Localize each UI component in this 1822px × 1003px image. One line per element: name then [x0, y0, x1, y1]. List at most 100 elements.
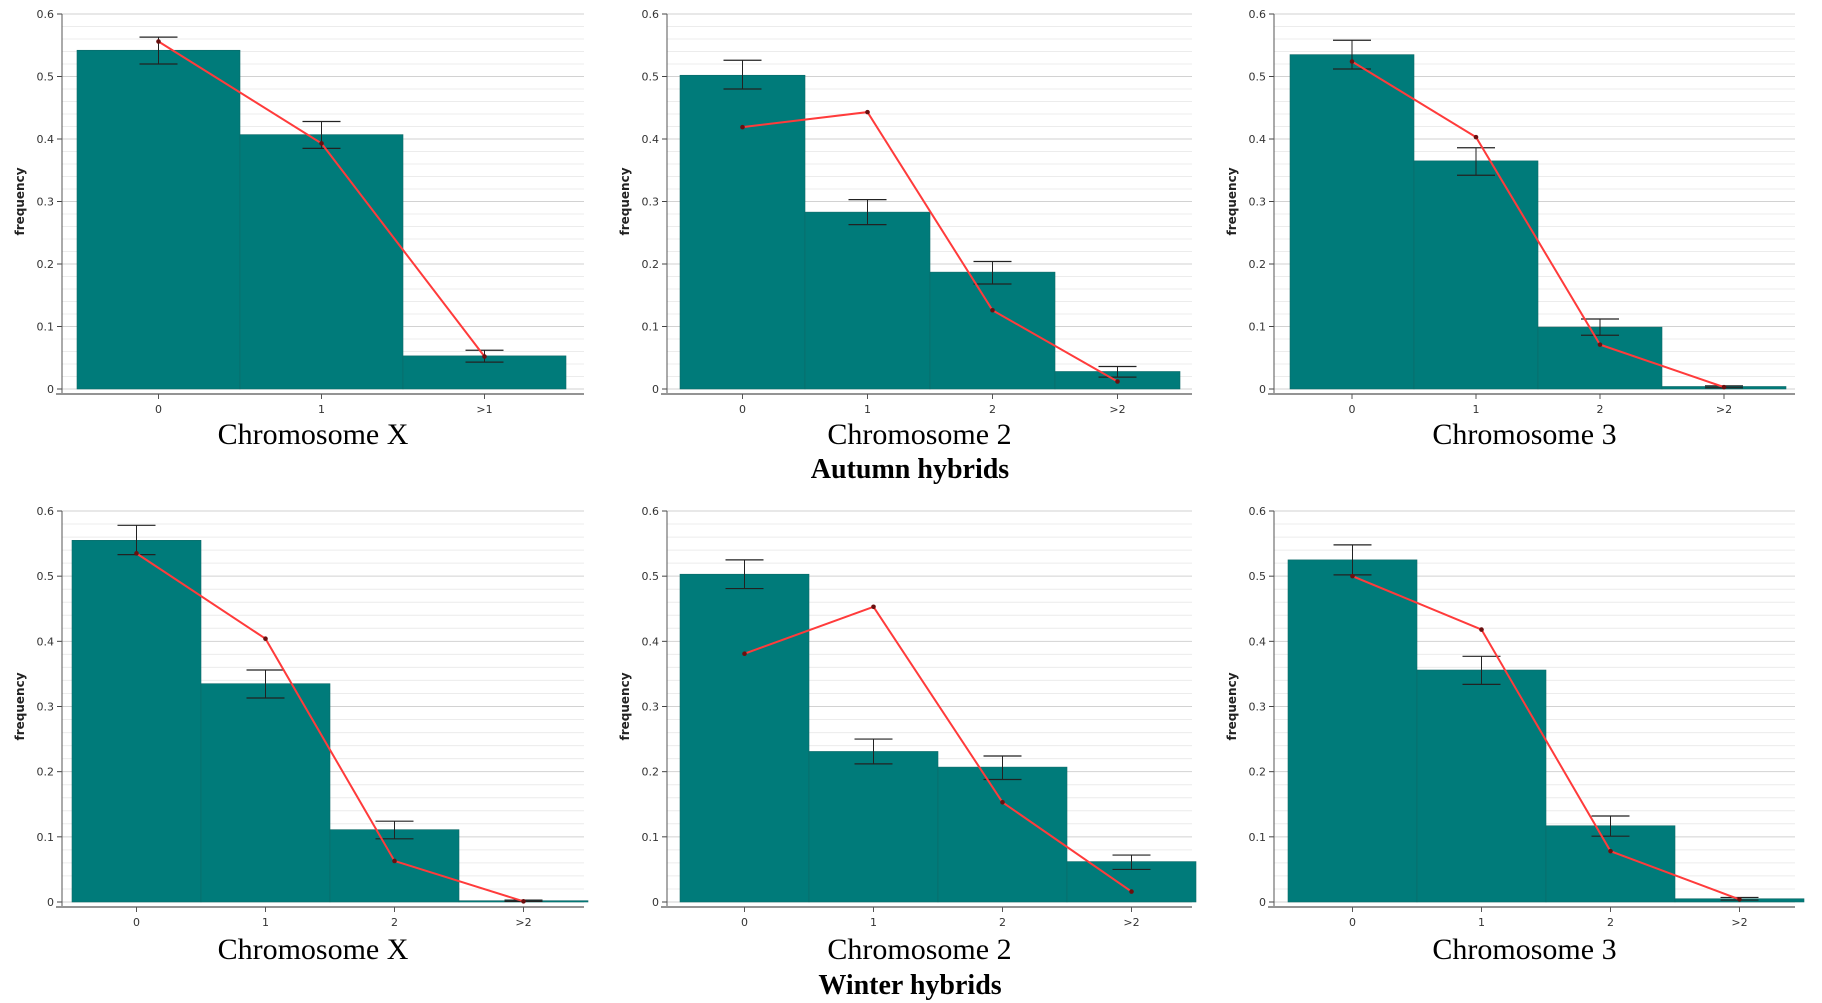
y-tick-label: 0.2 [37, 258, 55, 271]
bar-0 [679, 573, 810, 903]
panel-caption: Chromosome X [218, 933, 409, 966]
expected-line [135, 552, 524, 903]
panel-caption: Chromosome 2 [827, 418, 1011, 451]
bar-2 [937, 766, 1068, 903]
error-bar-0 [723, 59, 762, 90]
y-tick-label: 0.4 [642, 133, 660, 146]
y-tick-label: 0.3 [642, 196, 660, 209]
y-tick-label: 0.4 [37, 133, 55, 146]
y-tick-label: 0.5 [1249, 71, 1267, 84]
line-point-0 [742, 651, 747, 657]
expected-line [1351, 60, 1725, 389]
y-tick-label: 0.1 [1249, 321, 1267, 334]
y-tick-label: 0.6 [37, 505, 55, 518]
expected-line [1352, 575, 1740, 901]
y-tick-label: 0 [652, 383, 659, 396]
panel-caption: Chromosome 2 [827, 933, 1011, 966]
x-tick-label: 1 [870, 916, 877, 929]
bar-2 [1537, 326, 1663, 390]
error-bar-2 [1581, 318, 1619, 336]
chart-panel-6: 0 0.1 0.2 0.3 0.4 0.5 0.6 frequency 0 1 2 >2 Chromos… [1225, 505, 1805, 966]
group-caption-winter: Winter hybrids [818, 970, 1001, 1001]
x-tick-label: 0 [155, 403, 162, 416]
line-point->2 [1721, 384, 1727, 390]
x-tick-label: 2 [391, 916, 398, 929]
line-point-0 [1350, 573, 1355, 579]
bar-1 [239, 134, 404, 390]
chart-panel-5: 0 0.1 0.2 0.3 0.4 0.5 0.6 frequency 0 1 2 >2 Chromos… [618, 505, 1197, 966]
bar-0 [76, 49, 241, 390]
y-axis-label: frequency [1225, 672, 1239, 740]
line-point-1 [1479, 627, 1484, 632]
y-tick-label: 0.2 [1249, 258, 1267, 271]
error-bar-2 [983, 755, 1022, 781]
x-tick-label: 0 [739, 403, 746, 416]
bar-1 [808, 751, 939, 903]
line-point-2 [392, 858, 397, 864]
x-tick-label: 1 [1473, 403, 1480, 416]
x-tick-label: 1 [262, 916, 269, 929]
x-tick-label: 2 [1607, 916, 1614, 929]
error-bar-2 [1591, 815, 1630, 837]
line-point-1 [1473, 134, 1479, 140]
x-tick-label: 2 [989, 403, 996, 416]
chart-panel-3: 0 0.1 0.2 0.3 0.4 0.5 0.6 frequency 0 1 2 >2 Chromos… [1225, 8, 1795, 451]
y-tick-label: 0.6 [1249, 505, 1267, 518]
y-tick-label: 0.5 [642, 71, 660, 84]
bar-0 [1287, 559, 1418, 903]
bar-2 [1545, 825, 1676, 903]
line-point-0 [740, 124, 745, 130]
error-bar-1 [848, 199, 887, 226]
y-axis-label: frequency [13, 167, 27, 235]
chart-panel-4: 0 0.1 0.2 0.3 0.4 0.5 0.6 frequency 0 1 2 >2 Chromos… [13, 505, 589, 966]
y-tick-label: 0.4 [37, 635, 55, 648]
x-tick-label: 0 [133, 916, 140, 929]
line-point-1 [865, 109, 870, 115]
line-point-2 [990, 307, 995, 313]
y-tick-label: 0.2 [37, 766, 55, 779]
y-tick-label: 0.2 [1249, 766, 1267, 779]
y-axis-label: frequency [618, 672, 632, 740]
x-tick-label: >2 [1109, 403, 1125, 416]
panel-caption: Chromosome 3 [1432, 933, 1616, 966]
chart-panel-1: 0 0.1 0.2 0.3 0.4 0.5 0.6 frequency 0 1 >1 Chromoso… [13, 8, 584, 451]
error-bar-1 [1462, 655, 1501, 685]
y-tick-label: 0 [1259, 896, 1266, 909]
bar-0 [71, 540, 202, 903]
x-tick-label: 2 [999, 916, 1006, 929]
x-tick-label: >2 [1716, 403, 1732, 416]
y-tick-label: 0.1 [642, 321, 660, 334]
line-point->2 [1115, 379, 1120, 384]
error-bar-1 [1457, 147, 1495, 176]
bar-0 [1289, 54, 1415, 390]
x-tick-label: 1 [1478, 916, 1485, 929]
y-tick-label: 0.4 [1249, 635, 1267, 648]
line-point-1 [319, 141, 324, 146]
y-axis-label: frequency [1225, 167, 1239, 235]
line-point-0 [134, 551, 139, 556]
y-tick-label: 0.6 [1249, 8, 1267, 21]
x-tick-label: >2 [1123, 916, 1139, 929]
bar-1 [1413, 160, 1539, 390]
y-tick-label: 0.5 [37, 71, 55, 84]
bar-2 [329, 829, 460, 903]
x-tick-label: 2 [1597, 403, 1604, 416]
line-point->2 [521, 899, 526, 904]
y-tick-label: 0.1 [37, 321, 55, 334]
line-point-1 [871, 604, 876, 610]
expected-line [742, 111, 1118, 383]
y-tick-label: 0.6 [642, 505, 660, 518]
y-tick-label: 0 [47, 383, 54, 396]
group-caption-autumn: Autumn hybrids [811, 454, 1010, 485]
y-tick-label: 0.6 [37, 8, 55, 21]
y-tick-label: 0.3 [1249, 196, 1267, 209]
y-tick-label: 0.5 [1249, 570, 1267, 583]
line-point-0 [1349, 59, 1355, 64]
y-tick-label: 0.5 [642, 570, 660, 583]
line-point->2 [1129, 889, 1134, 894]
y-tick-label: 0 [652, 896, 659, 909]
y-tick-label: 0 [1259, 383, 1266, 396]
y-tick-label: 0.6 [642, 8, 660, 21]
y-tick-label: 0.2 [642, 766, 660, 779]
